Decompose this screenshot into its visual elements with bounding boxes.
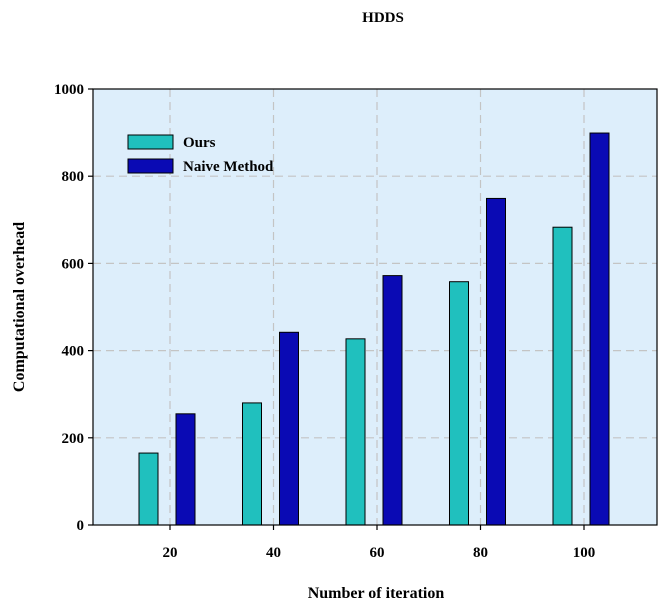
x-tick-label: 60 (370, 545, 385, 561)
chart-title: HDDS (362, 10, 404, 26)
bar-naive-method-20 (175, 413, 196, 526)
legend: Ours Naive Method (127, 134, 274, 175)
y-tick-label: 600 (62, 256, 85, 272)
bar-naive-method-100 (589, 132, 610, 526)
y-axis-label: Computational overhead (11, 222, 28, 392)
bar-naive-method-80 (486, 197, 506, 526)
bar-ours-60 (345, 338, 366, 526)
bars (138, 132, 610, 526)
bar-ours-80 (449, 281, 469, 526)
legend-swatch (127, 134, 174, 150)
y-tick-label: 800 (62, 169, 85, 185)
y-tick-label: 0 (77, 518, 85, 534)
y-tick-label: 1000 (54, 82, 84, 98)
legend-label: Ours (183, 135, 216, 151)
x-tick-label: 40 (266, 545, 281, 561)
bar-ours-20 (138, 452, 159, 526)
x-axis-ticks: 20 40 60 80 100 (163, 525, 596, 561)
y-axis-ticks: 0 200 400 600 800 1000 (54, 82, 93, 534)
x-tick-label: 100 (573, 545, 596, 561)
x-tick-label: 20 (163, 545, 178, 561)
y-tick-label: 200 (62, 431, 85, 447)
plot-frame (92, 88, 658, 526)
bar-ours-100 (552, 226, 573, 526)
bar-naive-method-40 (279, 331, 299, 526)
legend-swatch (127, 158, 174, 174)
legend-label: Naive Method (183, 159, 274, 175)
y-tick-label: 400 (62, 344, 85, 360)
x-tick-label: 80 (473, 545, 488, 561)
bar-naive-method-60 (382, 275, 403, 526)
bar-ours-40 (242, 402, 262, 526)
x-axis-label: Number of iteration (308, 585, 445, 602)
